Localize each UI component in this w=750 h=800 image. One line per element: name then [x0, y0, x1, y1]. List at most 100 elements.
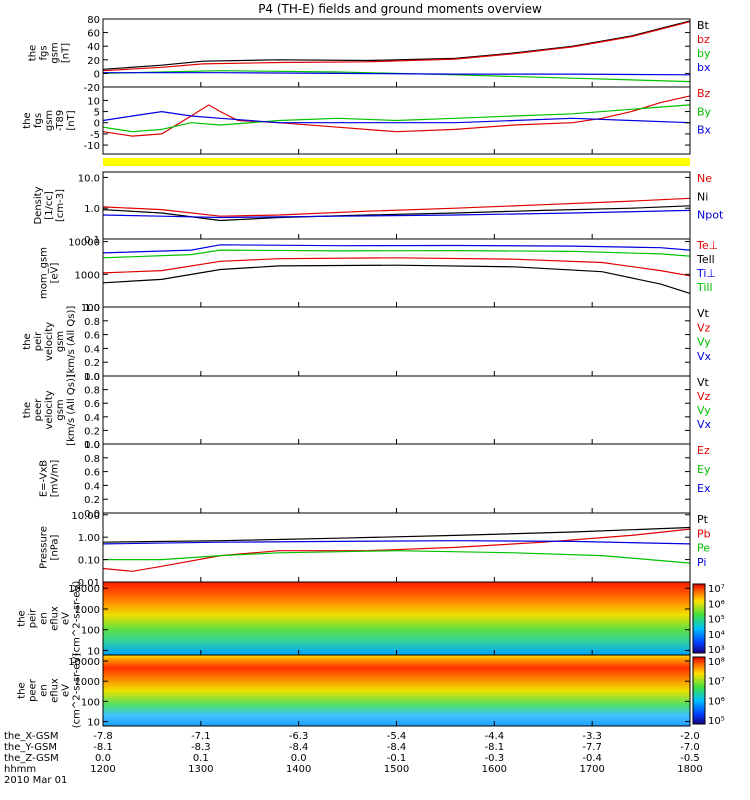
y-tick-label: 1000	[75, 270, 100, 281]
ephemeris-value: 0.1	[193, 753, 209, 764]
ephemeris-value: -5.4	[387, 731, 407, 742]
y-tick-label: 10000	[68, 657, 100, 668]
y-axis-label: peer	[28, 678, 39, 702]
panel-frame	[102, 18, 691, 88]
y-axis-label: en	[39, 612, 50, 625]
y-axis-label: E=-VxB	[39, 460, 50, 497]
y-axis-label: the	[17, 610, 28, 626]
ephemeris-value: -8.1	[485, 742, 505, 753]
y-axis-label: peer	[33, 398, 44, 422]
y-tick-label: 0.8	[84, 317, 100, 328]
series-line-Npot	[102, 209, 691, 219]
y-tick-label: 10	[87, 646, 100, 657]
x-tick-label: 1800	[677, 764, 702, 775]
y-tick-label: 0.4	[84, 413, 100, 424]
y-tick-label: 0.4	[84, 481, 100, 492]
y-tick-label: 1000	[75, 677, 100, 688]
y-tick-label: 40	[87, 42, 100, 53]
y-tick-label: 100	[81, 697, 100, 708]
figure-title: P4 (TH-E) fields and ground moments over…	[258, 2, 542, 16]
legend-entry: Vy	[697, 404, 711, 417]
y-axis-label: [mV/m]	[50, 460, 61, 498]
ephemeris-value: -7.7	[582, 742, 602, 753]
y-axis-label: [eV]	[50, 263, 61, 284]
y-tick-label: 1.0	[84, 372, 100, 383]
y-axis-label: [nT]	[61, 43, 72, 63]
y-tick-label: 1000	[75, 605, 100, 616]
y-axis-label: velocity	[44, 390, 55, 429]
y-tick-label: 0.2	[84, 495, 100, 506]
y-axis-label: (cm^2-s-sr-eV)	[72, 653, 83, 729]
y-tick-label: 80	[87, 15, 100, 26]
x-tick-label: 1400	[286, 764, 311, 775]
ephemeris-value: -0.1	[387, 753, 407, 764]
legend-entry: Vz	[697, 390, 711, 403]
legend-entry: Vt	[697, 376, 710, 389]
series-line-Pe	[103, 550, 691, 564]
legend-entry: Pe	[697, 542, 710, 555]
y-axis-label: the	[17, 682, 28, 698]
y-tick-label: 0.1	[84, 235, 100, 246]
y-axis-label: [km/s (All Qs)]	[66, 374, 77, 446]
legend-entry: Vz	[697, 321, 711, 334]
colorbar-tick-label: 10⁵	[708, 615, 725, 626]
ephemeris-value: -7.1	[191, 731, 211, 742]
colorbar	[692, 656, 706, 725]
ephemeris-row-label: the_Z-GSM	[4, 753, 59, 764]
legend-entry: Ex	[697, 482, 711, 495]
y-axis-label: [1/cc]	[44, 191, 55, 220]
x-tick-label: 1600	[482, 764, 507, 775]
panel-peir-eflux: 10⁷ 10⁶ 10⁵ 10⁴ 10³ 10000 1000 100 10 the peir en ef…	[17, 581, 725, 658]
legend-entry: Ez	[697, 444, 710, 457]
colorbar-tick-label: 10⁶	[708, 696, 725, 707]
y-axis-label: peir	[33, 331, 44, 351]
series-line-bz	[102, 21, 691, 72]
y-tick-label: 0.0	[84, 509, 100, 520]
y-tick-label: 60	[87, 29, 100, 40]
series-line-bx	[103, 72, 691, 76]
ephemeris-value: -8.1	[93, 742, 113, 753]
ephemeris-value: -3.3	[582, 731, 602, 742]
colorbar-tick-label: 10⁴	[708, 630, 725, 641]
data-availability-bar	[103, 158, 690, 166]
panel-frame	[102, 512, 691, 583]
y-axis-label: mom_gsm	[39, 247, 50, 299]
y-tick-label: 0.0	[84, 440, 100, 451]
y-axis-label: the	[22, 333, 33, 349]
y-axis-label: -T89	[55, 110, 66, 132]
y-axis-label: gsm	[55, 331, 66, 352]
series-line-Ne	[102, 197, 691, 217]
series-line-Bz	[102, 95, 691, 137]
y-tick-label: 0.6	[84, 399, 100, 410]
series-line-Te⊥	[102, 257, 691, 277]
y-tick-label: 0.2	[84, 358, 100, 369]
legend-entry: Ni	[697, 190, 708, 203]
ephemeris-value: 0.0	[95, 753, 111, 764]
panel-frame	[102, 375, 691, 445]
legend-entry: by	[697, 47, 711, 60]
y-tick-label: 10	[87, 96, 100, 107]
y-axis-label: (cm^2-s-sr-eV)	[72, 581, 83, 657]
series-line-Ni	[102, 205, 691, 222]
series-line-Pb	[102, 528, 691, 572]
panel-efield: Ez Ey Ex 1.0 0.8 0.6 0.4 0.2 0.0 E=-VxB [mV/m]	[39, 440, 711, 520]
ephemeris-value: -8.4	[387, 742, 407, 753]
legend-entry: Bz	[697, 87, 711, 100]
y-tick-label: 100	[81, 626, 100, 637]
x-tick-label: 1700	[579, 764, 604, 775]
panel-frame	[102, 171, 691, 240]
legend-entry: Bt	[697, 19, 710, 32]
spectrogram-image	[103, 582, 690, 655]
legend-entry: Tell	[696, 253, 715, 266]
y-axis-label: fgs	[39, 45, 50, 60]
series-line-Bt	[102, 20, 691, 70]
legend-entry: Bx	[697, 124, 712, 137]
legend-entry: Till	[696, 281, 713, 294]
y-axis-label: [nPa]	[50, 534, 61, 560]
ephemeris-value: -0.4	[582, 753, 602, 764]
